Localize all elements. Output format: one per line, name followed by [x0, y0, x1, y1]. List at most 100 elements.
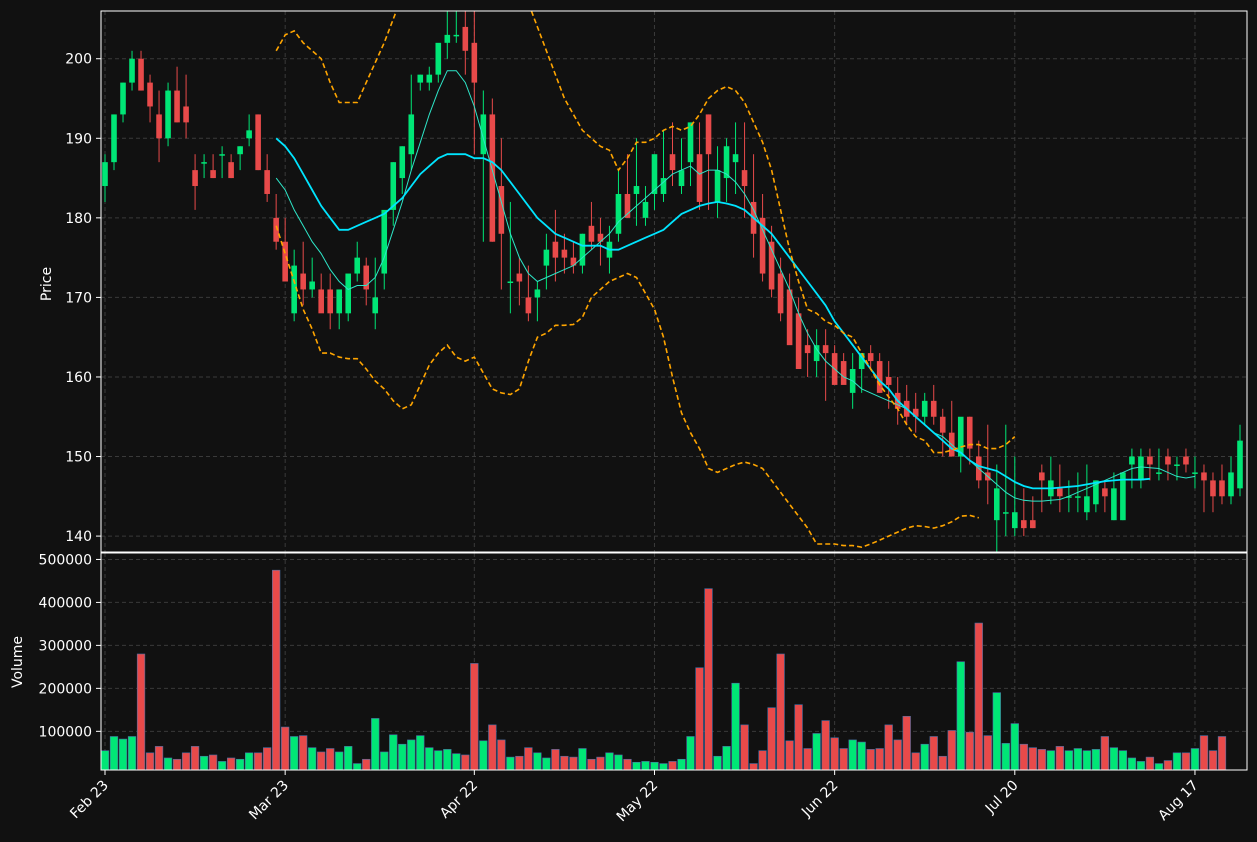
candle-body — [1102, 488, 1108, 497]
candle-body — [741, 170, 748, 187]
volume-bar — [785, 740, 794, 771]
candle-body — [111, 114, 117, 163]
candle-body — [642, 201, 649, 218]
volume-bar — [839, 748, 848, 771]
volume-bar — [911, 752, 920, 771]
candle-body — [786, 289, 793, 346]
candle-body — [1228, 472, 1234, 497]
candle-body — [795, 313, 802, 370]
candle-body — [723, 146, 730, 179]
candle-body — [507, 281, 514, 283]
candle-body — [1120, 472, 1126, 521]
candle-body — [687, 122, 694, 163]
price-y-axis: 140 150 160 170 180 190 200 — [65, 52, 101, 545]
candle-body — [165, 90, 171, 139]
volume-bar — [353, 763, 362, 771]
candle-body — [1021, 520, 1027, 529]
volume-y-axis: 100000 200000 300000 400000 500000 — [39, 552, 101, 740]
price-tick-label: 180 — [65, 211, 92, 227]
price-tick-label: 200 — [65, 52, 92, 68]
ma-fast-line — [275, 70, 1196, 502]
candle-body — [525, 297, 532, 314]
volume-bar — [371, 718, 380, 771]
volume-bar — [118, 738, 128, 771]
volume-bar — [416, 735, 425, 771]
volume-bar — [866, 749, 875, 771]
candle-body — [336, 289, 342, 314]
volume-bar — [109, 736, 119, 771]
volume-bar — [1208, 750, 1218, 771]
candle-body — [876, 361, 883, 393]
volume-bar — [641, 761, 650, 771]
candle-body — [1093, 480, 1099, 505]
volume-bar — [758, 750, 767, 771]
volume-bar — [632, 761, 641, 771]
candle-body — [930, 400, 937, 417]
candle-body — [1174, 464, 1180, 466]
volume-bar — [1055, 746, 1064, 771]
candle-body — [255, 114, 261, 171]
volume-bar — [884, 724, 893, 771]
volume-bar — [1145, 756, 1155, 771]
volume-bar — [938, 755, 947, 771]
candle-body — [426, 74, 433, 83]
volume-bar — [731, 682, 740, 771]
candle-body — [147, 82, 153, 107]
candle-body — [291, 265, 297, 314]
volume-bar — [1136, 761, 1146, 771]
candle-body — [264, 170, 270, 194]
volume-panel-frame — [100, 552, 1248, 771]
candle-body — [1066, 496, 1072, 498]
volume-bar — [749, 763, 758, 771]
volume-bar — [1100, 736, 1110, 771]
candle-body — [1210, 480, 1216, 497]
candle-body — [120, 82, 126, 115]
volume-bar — [1046, 750, 1055, 771]
candle-body — [651, 154, 658, 194]
volume-bar — [605, 752, 614, 771]
candle-body — [1057, 488, 1063, 497]
volume-bar — [551, 749, 560, 771]
volume-bar — [1163, 760, 1173, 771]
volume-bar — [488, 724, 497, 771]
volume-bar — [812, 733, 821, 771]
volume-bar — [803, 748, 812, 771]
candle-body — [1147, 456, 1153, 465]
candle-body — [1039, 472, 1045, 481]
candle-body — [1183, 456, 1189, 465]
volume-bar — [1019, 743, 1028, 771]
volume-grid — [101, 553, 1247, 770]
volume-bar — [434, 750, 443, 771]
volume-bar — [515, 755, 524, 771]
price-tick-label: 150 — [65, 450, 92, 466]
price-tick-label: 140 — [65, 529, 92, 545]
volume-bar — [524, 747, 533, 771]
volume-bar — [190, 746, 200, 771]
candle-body — [957, 416, 964, 457]
volume-bar — [127, 736, 137, 771]
candle-body — [381, 209, 388, 274]
volume-bar — [281, 726, 290, 771]
volume-bar — [443, 749, 452, 771]
volume-bar — [1091, 749, 1101, 771]
volume-bar — [893, 739, 902, 771]
candle-body — [561, 249, 568, 258]
volume-bar — [362, 758, 371, 771]
candle-body — [1003, 512, 1009, 514]
volume-bar — [100, 750, 110, 771]
volume-bar — [992, 692, 1001, 771]
volume-bar — [497, 739, 506, 771]
candle-body — [633, 186, 640, 194]
volume-bar — [326, 748, 335, 771]
volume-bar — [1127, 757, 1137, 771]
candle-body — [1192, 472, 1198, 474]
bollinger-upper-line — [275, 11, 1016, 454]
volume-bar — [578, 748, 587, 771]
volume-bar — [722, 746, 731, 771]
candle-body — [660, 178, 667, 194]
volume-bar — [344, 746, 353, 771]
candle-body — [966, 416, 973, 449]
candle-body — [579, 233, 586, 266]
indicator-lines — [275, 11, 1196, 549]
